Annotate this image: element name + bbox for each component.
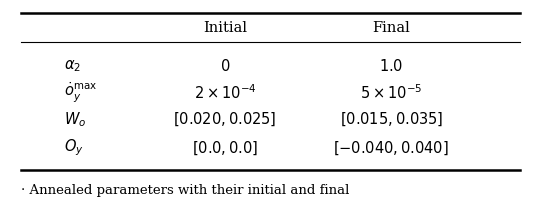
Text: · Annealed parameters with their initial and final: · Annealed parameters with their initial… xyxy=(21,184,350,197)
Text: $[0.020, 0.025]$: $[0.020, 0.025]$ xyxy=(173,111,277,128)
Text: $\alpha_2$: $\alpha_2$ xyxy=(64,59,81,74)
Text: $\dot{o}_y^{\mathrm{max}}$: $\dot{o}_y^{\mathrm{max}}$ xyxy=(64,81,98,105)
Text: $1.0$: $1.0$ xyxy=(379,58,404,74)
Text: $W_o$: $W_o$ xyxy=(64,110,87,129)
Text: $O_y$: $O_y$ xyxy=(64,138,84,158)
Text: Final: Final xyxy=(373,21,410,34)
Text: $2 \times 10^{-4}$: $2 \times 10^{-4}$ xyxy=(194,83,256,102)
Text: $5 \times 10^{-5}$: $5 \times 10^{-5}$ xyxy=(360,83,422,102)
Text: $[0.015, 0.035]$: $[0.015, 0.035]$ xyxy=(339,111,443,128)
Text: $0$: $0$ xyxy=(220,58,230,74)
Text: Initial: Initial xyxy=(203,21,247,34)
Text: $[-0.040, 0.040]$: $[-0.040, 0.040]$ xyxy=(333,139,449,157)
Text: $[0.0, 0.0]$: $[0.0, 0.0]$ xyxy=(192,139,258,157)
